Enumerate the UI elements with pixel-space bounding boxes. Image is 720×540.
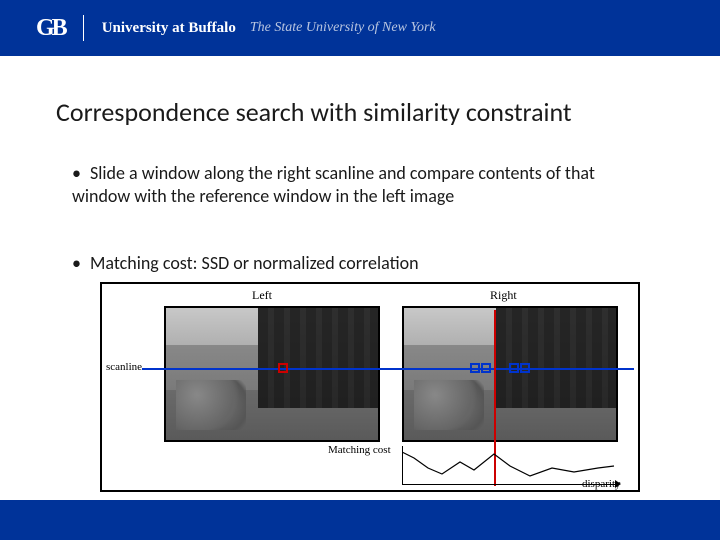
ub-logo-icon: GB bbox=[36, 15, 65, 42]
bullet-2: •Matching cost: SSD or normalized correl… bbox=[72, 252, 632, 275]
logo-divider bbox=[83, 15, 84, 41]
foliage-shape bbox=[176, 380, 246, 430]
candidate-window bbox=[470, 363, 480, 373]
building-shape bbox=[258, 308, 378, 408]
logo-block: GB University at Buffalo The State Unive… bbox=[36, 15, 436, 42]
building-shape bbox=[496, 308, 616, 408]
footer-bar bbox=[0, 500, 720, 540]
candidate-window bbox=[520, 363, 530, 373]
bullet-1: •Slide a window along the right scanline… bbox=[72, 162, 632, 208]
reference-window bbox=[278, 363, 288, 373]
university-name: University at Buffalo bbox=[102, 20, 236, 37]
diagram: Left Right scanline Matching cost dispar… bbox=[100, 282, 640, 492]
suny-name: The State University of New York bbox=[250, 20, 436, 36]
bullet-dot-icon: • bbox=[72, 252, 90, 275]
cost-ylabel: Matching cost bbox=[328, 444, 391, 456]
slide-title: Correspondence search with similarity co… bbox=[56, 96, 572, 128]
bullet-2-text: Matching cost: SSD or normalized correla… bbox=[90, 252, 419, 274]
bullet-1-text: Slide a window along the right scanline … bbox=[72, 162, 595, 207]
panel-right-image bbox=[402, 306, 618, 442]
panel-label-left: Left bbox=[252, 288, 272, 303]
foliage-shape bbox=[414, 380, 484, 430]
candidate-window bbox=[481, 363, 491, 373]
scanline-line bbox=[142, 368, 634, 370]
panel-left-image bbox=[164, 306, 380, 442]
cost-xlabel: disparity bbox=[582, 478, 621, 490]
candidate-window bbox=[509, 363, 519, 373]
slide-root: GB University at Buffalo The State Unive… bbox=[0, 0, 720, 540]
scanline-label: scanline bbox=[106, 361, 142, 373]
panel-label-right: Right bbox=[490, 288, 517, 303]
header-bar: GB University at Buffalo The State Unive… bbox=[0, 0, 720, 56]
bullet-dot-icon: • bbox=[72, 162, 90, 185]
